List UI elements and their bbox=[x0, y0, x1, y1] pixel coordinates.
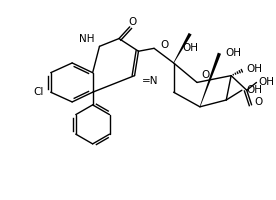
Text: O: O bbox=[160, 40, 168, 50]
Text: O: O bbox=[201, 70, 209, 80]
Text: OH: OH bbox=[225, 48, 241, 58]
Text: Cl: Cl bbox=[34, 87, 44, 97]
Text: NH: NH bbox=[79, 34, 95, 44]
Polygon shape bbox=[173, 33, 192, 63]
Text: O: O bbox=[254, 97, 263, 107]
Text: OH: OH bbox=[258, 77, 274, 87]
Text: OH: OH bbox=[182, 43, 198, 53]
Text: O: O bbox=[129, 17, 137, 27]
Text: =N: =N bbox=[142, 76, 159, 86]
Text: OH: OH bbox=[247, 64, 263, 74]
Text: OH: OH bbox=[247, 85, 263, 95]
Polygon shape bbox=[200, 53, 221, 107]
